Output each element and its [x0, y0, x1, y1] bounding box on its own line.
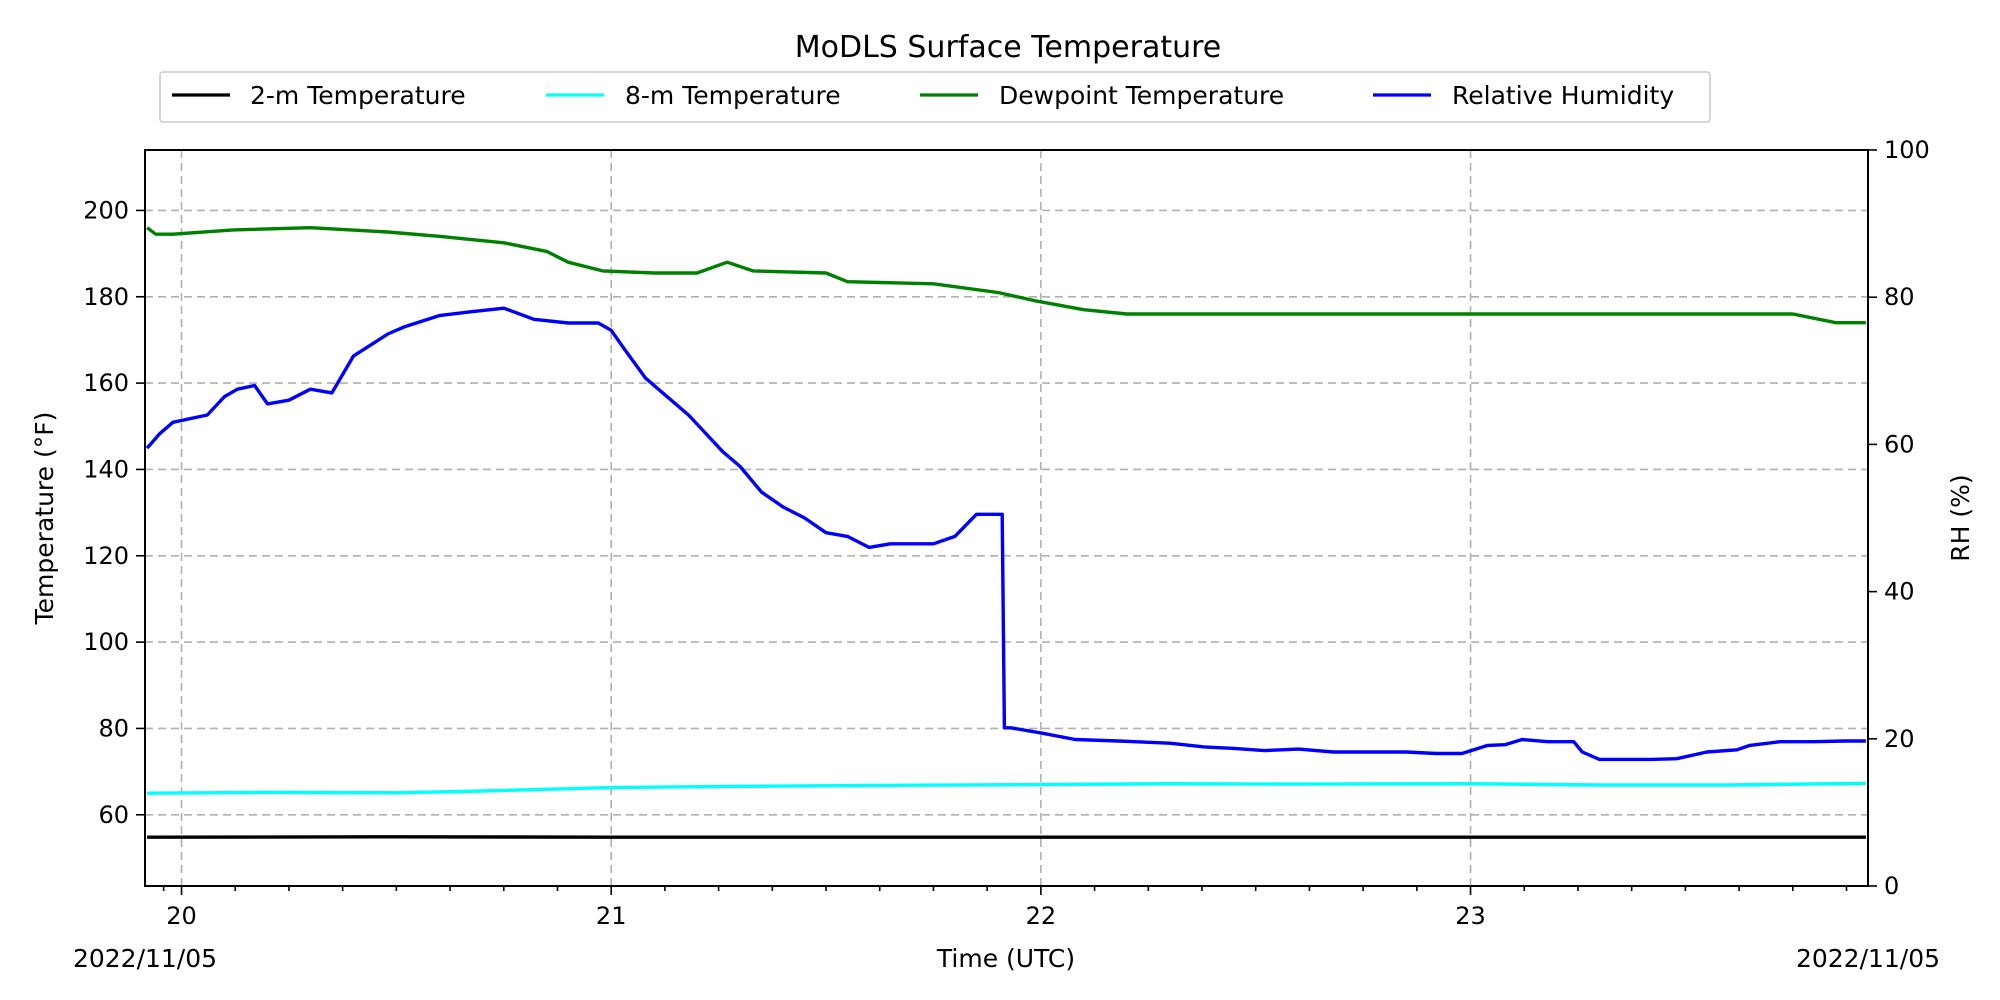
y2-tick-label: 20: [1884, 725, 1915, 753]
y2-axis-label: RH (%): [1946, 474, 1975, 561]
y2-axis-ticks: 0 20 40 60 80 100: [1868, 136, 1930, 900]
legend-label-dewpoint: Dewpoint Temperature: [999, 81, 1284, 110]
x-tick-label: 20: [166, 902, 197, 930]
series-dewpoint-temperature: [146, 225, 1866, 325]
y-tick-label: 100: [83, 628, 129, 656]
x-tick-label: 22: [1026, 902, 1057, 930]
y-tick-label: 160: [83, 369, 129, 397]
legend-label-rh: Relative Humidity: [1452, 81, 1674, 110]
y2-tick-label: 80: [1884, 283, 1915, 311]
chart-title: MoDLS Surface Temperature: [795, 30, 1222, 65]
plot-frame: [144, 149, 1869, 887]
legend-label-2m: 2-m Temperature: [250, 81, 466, 110]
plot-series: [145, 225, 1866, 839]
x-axis-ticks: 20 21 22 23: [162, 886, 1848, 930]
y2-tick-label: 60: [1884, 430, 1915, 458]
x-corner-label-left: 2022/11/05: [73, 944, 217, 973]
y-tick-label: 180: [83, 283, 129, 311]
series-relative-humidity: [145, 306, 1866, 762]
legend-frame: [159, 71, 1711, 123]
y-tick-label: 140: [83, 455, 129, 483]
legend: 2-m Temperature 8-m Temperature Dewpoint…: [159, 71, 1711, 123]
x-corner-label-right: 2022/11/05: [1796, 944, 1940, 973]
y2-tick-label: 100: [1884, 136, 1930, 164]
y2-tick-label: 0: [1884, 872, 1899, 900]
x-tick-label: 21: [596, 902, 627, 930]
y-tick-label: 200: [83, 196, 129, 224]
x-axis-label: Time (UTC): [936, 944, 1075, 973]
series-8m-temperature: [147, 781, 1866, 795]
y-axis-ticks: 60 80 100 120 140 160 180 200: [83, 196, 145, 829]
legend-label-8m: 8-m Temperature: [625, 81, 841, 110]
y-tick-label: 60: [98, 801, 129, 829]
grid-lines: [145, 150, 1868, 886]
y-tick-label: 120: [83, 542, 129, 570]
y-axis-label: Temperature (°F): [30, 412, 59, 626]
x-tick-label: 23: [1455, 902, 1486, 930]
y-tick-label: 80: [98, 714, 129, 742]
y2-tick-label: 40: [1884, 578, 1915, 606]
